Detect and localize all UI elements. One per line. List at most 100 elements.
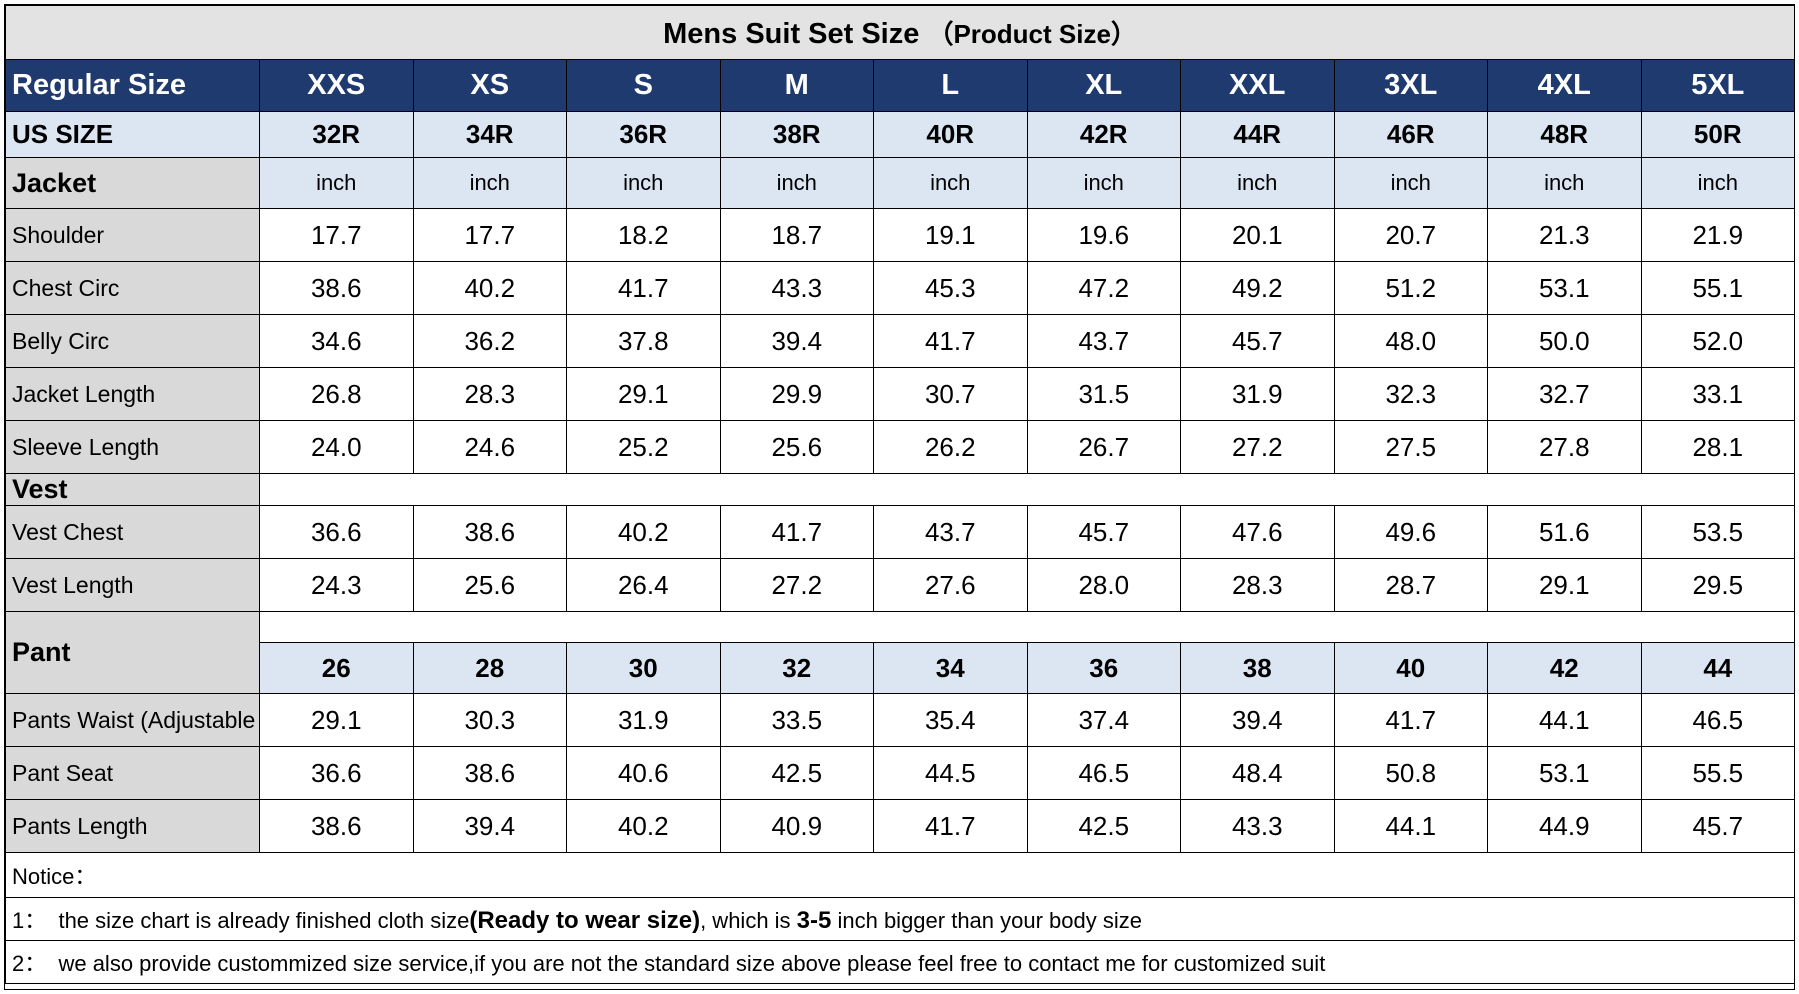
measurement-value: 47.2 — [1026, 261, 1181, 315]
measurement-value: 39.4 — [1180, 693, 1335, 747]
measurement-label: Chest Circ — [5, 261, 260, 315]
measurement-value: 28.7 — [1333, 558, 1488, 612]
pant-waist-size-header: 40 — [1333, 642, 1488, 694]
measurement-label: Vest Length — [5, 558, 260, 612]
unit-cell: inch — [1487, 157, 1642, 209]
measurement-value: 55.5 — [1640, 746, 1796, 800]
regular-size-header: XS — [412, 59, 567, 112]
measurement-value: 51.2 — [1333, 261, 1488, 315]
notice-line-1-bold-ready: (Ready to wear size) — [469, 907, 701, 934]
notice-line-1-suffix: inch bigger than your body size — [831, 908, 1142, 933]
measurement-value: 45.7 — [1026, 505, 1181, 559]
measurement-value: 40.6 — [566, 746, 721, 800]
measurement-value: 40.9 — [719, 799, 874, 853]
measurement-label: Sleeve Length — [5, 420, 260, 474]
measurement-value: 26.2 — [873, 420, 1028, 474]
measurement-value: 52.0 — [1640, 314, 1796, 368]
measurement-label: Pant Seat — [5, 746, 260, 800]
measurement-row: Jacket Length 26.8 28.3 29.1 29.9 30.7 31.5 31.… — [5, 367, 1796, 421]
us-size-header: 42R — [1026, 111, 1181, 158]
measurement-row: Chest Circ 38.6 40.2 41.7 43.3 45.3 47.2 49.2 51… — [5, 261, 1796, 315]
measurement-value: 33.1 — [1640, 367, 1796, 421]
notice-line-2-row: 2： we also provide custommized size serv… — [4, 940, 1796, 984]
measurement-value: 20.7 — [1333, 208, 1488, 262]
notice-line-1: 1： the size chart is already finished cl… — [4, 897, 1796, 941]
pant-waist-size-header: 28 — [412, 642, 567, 694]
regular-size-header: XL — [1026, 59, 1181, 112]
measurement-label: Jacket Length — [5, 367, 260, 421]
us-size-header: 38R — [719, 111, 874, 158]
measurement-value: 24.3 — [259, 558, 414, 612]
measurement-value: 50.8 — [1333, 746, 1488, 800]
measurement-value: 45.7 — [1640, 799, 1796, 853]
regular-size-row: Regular Size XXS XS S M L XL XXL 3XL 4XL 5XL — [5, 59, 1796, 112]
measurement-value: 29.1 — [566, 367, 721, 421]
measurement-value: 39.4 — [719, 314, 874, 368]
pant-section-label: Pant — [5, 611, 260, 694]
measurement-value: 53.5 — [1640, 505, 1796, 559]
pant-section-blank — [258, 611, 1796, 643]
measurement-value: 28.3 — [1180, 558, 1335, 612]
pant-section-row: Pant — [5, 611, 1796, 694]
measurement-row: Belly Circ 34.6 36.2 37.8 39.4 41.7 43.7 45.7 48… — [5, 314, 1796, 368]
unit-cell: inch — [873, 157, 1028, 209]
measurement-value: 34.6 — [259, 314, 414, 368]
notice-line-1-row: 1： the size chart is already finished cl… — [4, 897, 1796, 941]
us-size-header: 40R — [873, 111, 1028, 158]
measurement-value: 43.3 — [1180, 799, 1335, 853]
regular-size-header: M — [719, 59, 874, 112]
measurement-value: 36.6 — [259, 505, 414, 559]
measurement-value: 51.6 — [1487, 505, 1642, 559]
regular-size-header: XXL — [1180, 59, 1335, 112]
measurement-row: Vest Length 24.3 25.6 26.4 27.2 27.6 28.0 28.3 2… — [5, 558, 1796, 612]
title-sub: （Product Size） — [927, 19, 1137, 49]
notice-line-1-prefix: 1： the size chart is already finished cl… — [12, 908, 470, 933]
us-size-header: 50R — [1640, 111, 1796, 158]
regular-size-header: S — [566, 59, 721, 112]
unit-cell: inch — [1640, 157, 1796, 209]
notice-line-2: 2： we also provide custommized size serv… — [4, 940, 1796, 984]
measurement-value: 40.2 — [412, 261, 567, 315]
measurement-value: 18.7 — [719, 208, 874, 262]
measurement-value: 19.1 — [873, 208, 1028, 262]
measurement-value: 18.2 — [566, 208, 721, 262]
pant-waist-size-header: 44 — [1640, 642, 1796, 694]
measurement-value: 17.7 — [412, 208, 567, 262]
us-size-header: 36R — [566, 111, 721, 158]
measurement-value: 42.5 — [719, 746, 874, 800]
us-size-header: 48R — [1487, 111, 1642, 158]
measurement-value: 29.5 — [1640, 558, 1796, 612]
measurement-value: 46.5 — [1640, 693, 1796, 747]
measurement-value: 19.6 — [1026, 208, 1181, 262]
measurement-value: 29.1 — [259, 693, 414, 747]
measurement-value: 37.8 — [566, 314, 721, 368]
measurement-value: 28.1 — [1640, 420, 1796, 474]
unit-cell: inch — [1026, 157, 1181, 209]
measurement-value: 27.2 — [719, 558, 874, 612]
pant-waist-size-header: 30 — [566, 642, 721, 694]
measurement-value: 27.2 — [1180, 420, 1335, 474]
measurement-row: Sleeve Length 24.0 24.6 25.2 25.6 26.2 26.7 27.… — [5, 420, 1796, 474]
measurement-value: 43.3 — [719, 261, 874, 315]
pant-waist-size-header: 32 — [719, 642, 874, 694]
regular-size-header: XXS — [259, 59, 414, 112]
measurement-value: 28.0 — [1026, 558, 1181, 612]
pant-waist-size-header: 42 — [1487, 642, 1642, 694]
measurement-value: 37.4 — [1026, 693, 1181, 747]
measurement-row: Pant Seat 36.6 38.6 40.6 42.5 44.5 46.5 48.4 50.… — [5, 746, 1796, 800]
measurement-value: 49.2 — [1180, 261, 1335, 315]
us-size-header: 46R — [1333, 111, 1488, 158]
measurement-row: Pants Waist (Adjustable 29.1 30.3 31.9 33.5 3… — [5, 693, 1796, 747]
measurement-value: 21.9 — [1640, 208, 1796, 262]
measurement-value: 27.8 — [1487, 420, 1642, 474]
measurement-value: 53.1 — [1487, 261, 1642, 315]
measurement-label: Belly Circ — [5, 314, 260, 368]
notice-heading-row: Notice： — [4, 852, 1796, 898]
measurement-value: 25.6 — [719, 420, 874, 474]
measurement-value: 27.5 — [1333, 420, 1488, 474]
pant-waist-size-header: 26 — [259, 642, 414, 694]
measurement-value: 32.7 — [1487, 367, 1642, 421]
measurement-value: 35.4 — [873, 693, 1028, 747]
pant-waist-size-row: 26 28 30 32 34 36 38 40 42 44 — [6, 642, 1796, 694]
measurement-value: 44.1 — [1333, 799, 1488, 853]
